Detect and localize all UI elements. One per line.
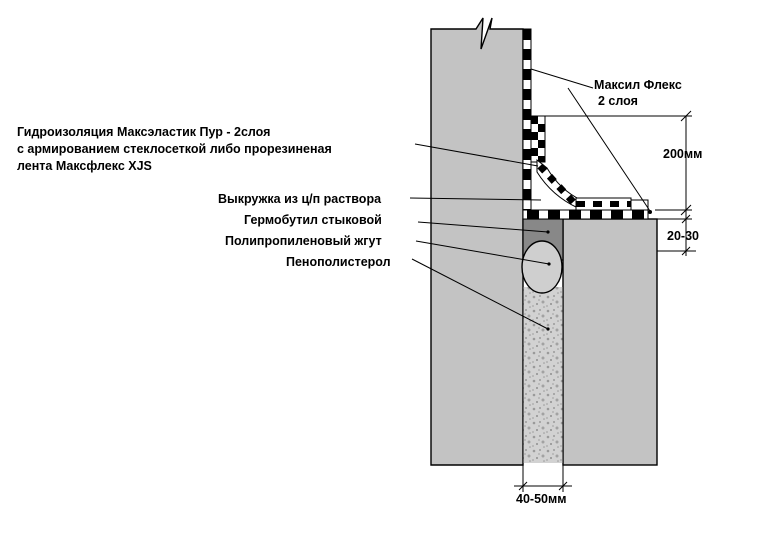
label-fillet: Выкружка из ц/п раствора <box>218 192 382 206</box>
label-dim-200: 200мм <box>663 147 702 161</box>
label-waterproofing-1: Гидроизоляция Максэластик Пур - 2слоя <box>17 125 270 139</box>
maksil-elastic-layer-horizontal <box>575 197 632 211</box>
label-foam: Пенополистерол <box>286 255 391 269</box>
maksil-flex-horizontal <box>522 209 649 220</box>
maksil-elastic-layer-vertical <box>530 115 546 163</box>
foam-filler <box>523 287 563 463</box>
label-hermobutyl: Гермобутил стыковой <box>244 213 382 227</box>
concrete-slab <box>562 218 658 466</box>
maksil-flex-end <box>630 199 649 211</box>
label-dim-40-50: 40-50мм <box>516 492 566 506</box>
polypropylene-cord <box>521 240 563 294</box>
dimension-20-30 <box>655 210 696 256</box>
label-waterproofing-2: с армированием стеклосеткой либо прорези… <box>17 142 332 156</box>
label-maksil-flex-1: Максил Флекс <box>594 78 682 92</box>
leader-lines <box>409 68 651 330</box>
label-maksil-flex-2: 2 слоя <box>598 94 638 108</box>
label-waterproofing-3: лента Максфлекс XJS <box>17 159 152 173</box>
label-dim-20-30: 20-30 <box>667 229 699 243</box>
maksil-flex-vertical <box>522 28 532 212</box>
concrete-wall <box>430 17 524 466</box>
label-cord: Полипропиленовый жгут <box>225 234 382 248</box>
dimension-40-50 <box>514 463 572 492</box>
